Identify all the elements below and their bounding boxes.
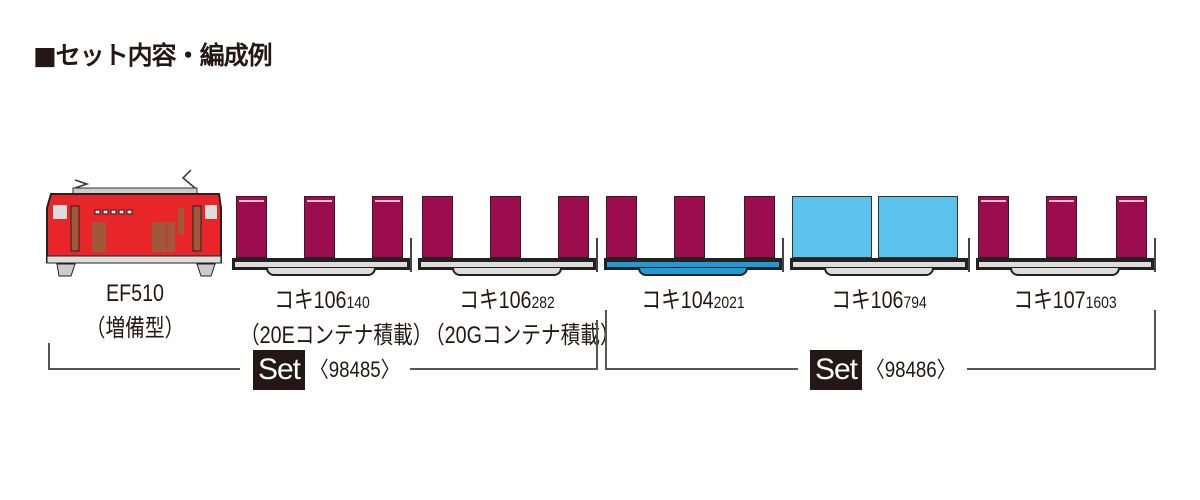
car-underframe [638,268,748,276]
bracket-line [410,368,598,370]
container [490,196,521,258]
bracket-line [48,368,240,370]
car-label: コキ106282 （20Gコンテナ積載） [425,280,620,350]
car-number: 140 [346,293,370,312]
bracket-line [605,368,798,370]
car-name: コキ106 [831,287,904,314]
container [606,196,637,258]
container [878,196,958,258]
page-title: ■セット内容・編成例 [33,41,273,70]
car-underframe [266,268,376,276]
car-note: （20Gコンテナ積載） [425,322,620,349]
car-note: （20Eコンテナ積載） [240,322,433,349]
container [422,196,453,258]
car-underframe [1010,268,1120,276]
car-number: 1603 [1085,293,1117,312]
bracket-line [596,320,598,370]
container [372,196,403,258]
set-badge: Set [253,350,305,390]
set-number: 〈98486〉 [866,357,956,382]
car-underframe [824,268,934,276]
bracket-line [48,343,50,370]
car-note: （増備型） [85,315,185,342]
car-name: コキ107 [1013,287,1086,314]
car-label: コキ106140 （20Eコンテナ積載） [240,280,432,350]
car-label: コキ106794 [797,280,961,315]
car-label: EF510 （増備型） [61,280,209,343]
coupler [968,238,970,272]
container-car-koki106-282 [418,192,598,282]
bracket-line [605,310,607,370]
container-car-koki104-2021 [604,192,784,282]
locomotive-ef510 [45,160,225,278]
container [304,196,335,258]
car-number: 794 [903,293,927,312]
container [674,196,705,258]
container [236,196,267,258]
car-name: コキ104 [641,287,714,314]
car-number: 2021 [713,293,745,312]
container-car-koki107-1603 [976,192,1156,282]
container-car-koki106-140 [232,192,412,282]
car-label: コキ1071603 [983,280,1147,315]
container-car-koki106-794 [790,192,970,282]
car-name: コキ106 [274,287,347,314]
car-name: コキ106 [459,287,532,314]
coupler [782,238,784,272]
container [978,196,1009,258]
car-underframe [452,268,562,276]
container [744,196,775,258]
coupler [1154,238,1156,272]
set-badge: Set [810,350,862,390]
bracket-line [1154,310,1156,370]
locomotive-icon [46,169,222,277]
coupler [410,238,412,272]
set-number: 〈98485〉 [310,357,400,382]
container [792,196,872,258]
car-label: コキ1042021 [611,280,775,315]
container [558,196,589,258]
car-number: 282 [531,293,555,312]
container [1116,196,1147,258]
container [1046,196,1077,258]
coupler [596,238,598,272]
car-name: EF510 [106,280,164,307]
bracket-line [967,368,1156,370]
